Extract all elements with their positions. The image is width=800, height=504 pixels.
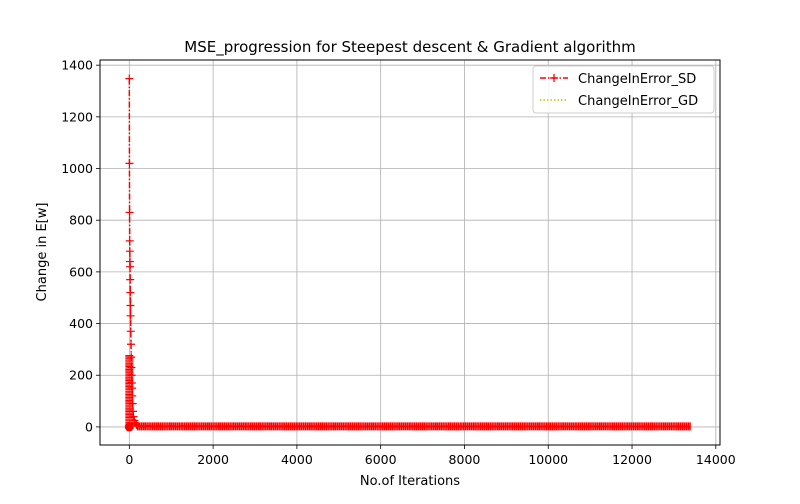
point-marker [127, 340, 135, 349]
y-tick-label: 800 [69, 213, 93, 228]
point-marker [125, 247, 134, 256]
x-axis-label: No.of Iterations [360, 474, 460, 489]
x-tick-label: 14000 [696, 452, 736, 467]
point-marker [125, 74, 134, 83]
x-tick-label: 4000 [281, 452, 313, 467]
ticks: 0 2000 4000 6000 8000 10000 12000 14000 0 200 400 6… [61, 58, 736, 467]
legend-box [532, 65, 715, 114]
legend-sd-symbol [540, 74, 568, 82]
point-marker [125, 208, 134, 217]
point-marker [126, 327, 135, 336]
x-tick-label: 8000 [449, 452, 481, 467]
point-marker [125, 236, 134, 245]
x-tick-label: 10000 [528, 452, 568, 467]
y-tick-label: 400 [69, 316, 93, 331]
axes-frame [99, 59, 721, 446]
legend-sd-label: ChangeInError_SD [578, 72, 696, 87]
point-marker [126, 288, 135, 297]
x-tick-label: 0 [125, 452, 133, 467]
series-layer [124, 74, 691, 432]
x-tick-label: 12000 [612, 452, 652, 467]
point-marker [125, 159, 134, 168]
x-tick-label: 6000 [365, 452, 397, 467]
marker-column [125, 355, 134, 428]
point-marker [126, 262, 135, 271]
point-marker [126, 311, 135, 320]
y-tick-label: 1000 [61, 161, 93, 176]
y-axis-label: Change in E[w] [35, 203, 50, 302]
series-ChangeInError_SD [125, 74, 691, 431]
point-marker [126, 301, 135, 310]
legend: ChangeInError_SD ChangeInError_GD [532, 65, 715, 114]
origin-point [124, 422, 134, 432]
y-tick-label: 1400 [61, 58, 93, 73]
x-tick-label: 2000 [197, 452, 229, 467]
y-tick-label: 600 [69, 264, 93, 279]
point-marker [126, 275, 135, 284]
legend-gd-label: ChangeInError_GD [578, 94, 698, 109]
y-tick-label: 1200 [61, 109, 93, 124]
y-tick-label: 0 [85, 419, 93, 434]
y-tick-label: 200 [69, 368, 93, 383]
marker-band [136, 422, 691, 431]
legend-sd-marker [550, 74, 558, 82]
chart-title: MSE_progression for Steepest descent & G… [184, 38, 635, 57]
